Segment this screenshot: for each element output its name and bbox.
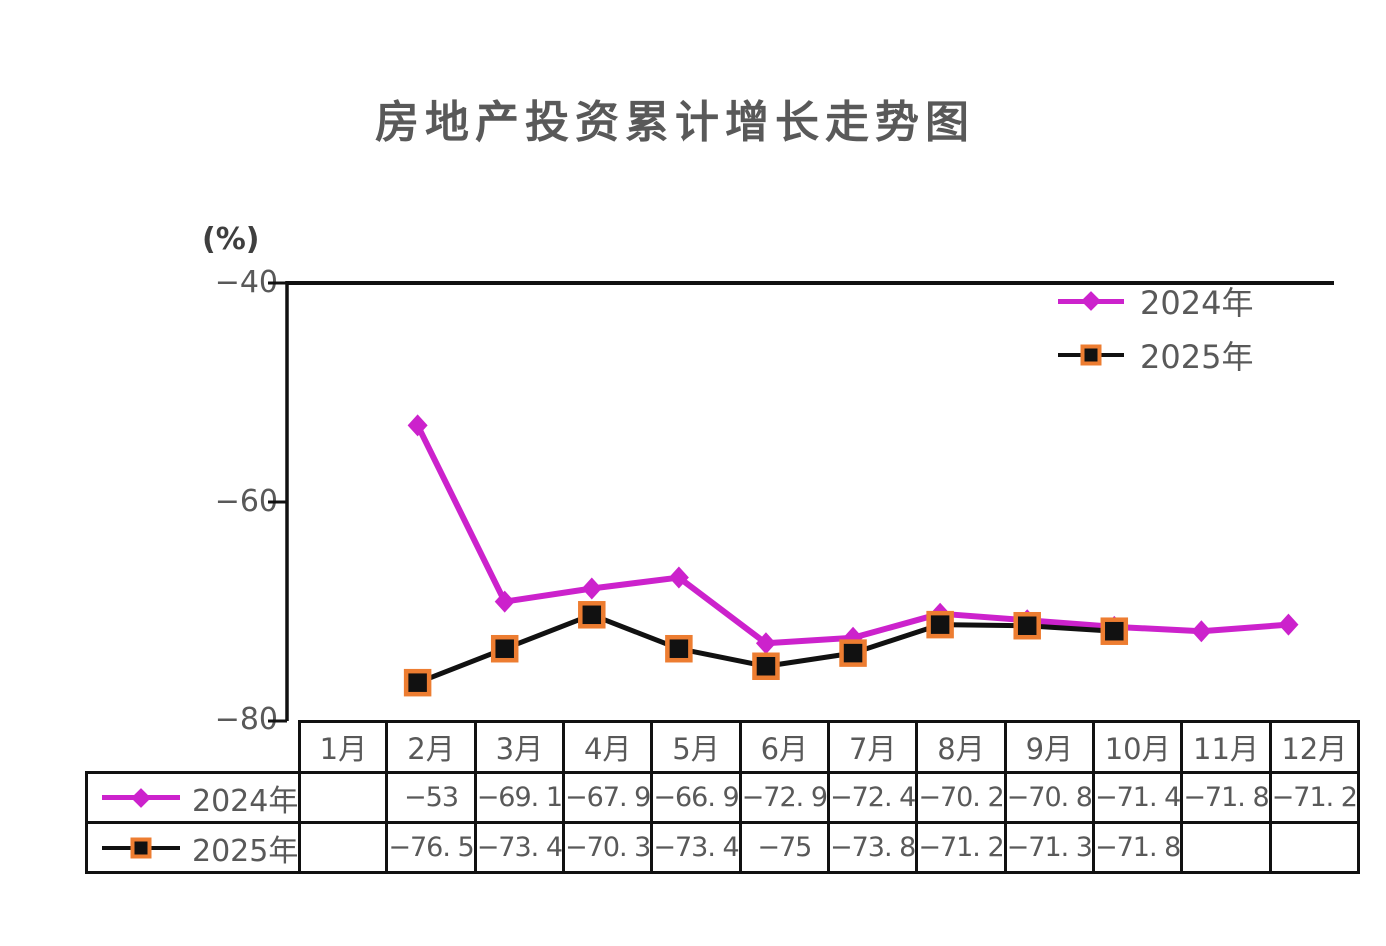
value-cell-2025年-1月 <box>298 821 389 874</box>
value-cell-2024年-2月: −53 <box>385 771 477 824</box>
value-cell-2024年-4月: −67. 9 <box>562 771 654 824</box>
series-label-cell-2024年: 2024年 <box>84 771 302 824</box>
value-cell-2025年-12月 <box>1268 821 1360 874</box>
value-cell-2024年-3月: −69. 1 <box>473 771 566 824</box>
month-header-cell-6: 6月 <box>738 720 831 774</box>
data-point-2025年 <box>752 652 780 680</box>
data-point-2025年 <box>1100 617 1129 645</box>
value-cell-2024年-6月: −72. 9 <box>738 771 831 824</box>
legend-label-2024: 2024年 <box>1140 284 1254 322</box>
month-header-cell-1: 1月 <box>298 720 389 774</box>
series-label-cell-2025年: 2025年 <box>84 821 302 874</box>
month-header-cell-11: 11月 <box>1180 720 1272 774</box>
series-label: 2024年 <box>192 783 299 819</box>
table-header-row: 1月 2月 3月 4月 5月 6月 7月 8月 9月 10月 11月 12月 <box>87 720 1360 774</box>
black-line-sample <box>102 837 180 858</box>
value-cell-2025年-10月: −71. 8 <box>1091 821 1184 874</box>
value-cell-2024年-7月: −72. 4 <box>826 771 919 824</box>
legend-item-2025: 2025年 <box>1058 336 1253 376</box>
data-point-2025年 <box>490 634 519 663</box>
month-header-cell-8: 8月 <box>915 720 1007 774</box>
value-cell-2025年-3月: −73. 4 <box>473 821 566 874</box>
data-point-2024年 <box>755 632 776 655</box>
value-cell-2024年-11月: −71. 8 <box>1180 771 1272 824</box>
value-cell-2024年-8月: −70. 2 <box>915 771 1007 824</box>
square-marker-icon <box>130 837 152 858</box>
value-cell-2025年-11月 <box>1180 821 1272 874</box>
value-cell-2025年-4月: −70. 3 <box>562 821 654 874</box>
y-tick-label--60: −60 <box>214 484 278 519</box>
legend-item-2024: 2024年 <box>1058 282 1253 322</box>
month-header-cell-12: 12月 <box>1268 720 1360 774</box>
table-corner-ghost <box>87 722 300 773</box>
table-row-1: 2025年 −76. 5 −73. 4 −70. 3 −73. 4 −75 −73. 8 −7… <box>84 821 1360 874</box>
data-point-2025年 <box>926 610 954 639</box>
month-header-cell-9: 9月 <box>1003 720 1095 774</box>
data-point-2025年 <box>839 639 867 667</box>
month-header-cell-2: 2月 <box>385 720 477 774</box>
data-point-2025年 <box>403 668 432 697</box>
data-point-2024年 <box>494 590 515 613</box>
y-tick-label--40: −40 <box>214 265 278 300</box>
value-cell-2025年-6月: −75 <box>738 821 831 874</box>
value-cell-2025年-9月: −71. 3 <box>1003 821 1095 874</box>
diamond-marker-icon <box>131 787 151 808</box>
month-header-cell-7: 7月 <box>826 720 919 774</box>
data-point-2024年 <box>1191 620 1212 643</box>
value-cell-2025年-7月: −73. 8 <box>826 821 919 874</box>
legend-label-2025: 2025年 <box>1140 338 1254 376</box>
legend: 2024年 2025年 <box>1058 282 1253 376</box>
magenta-line-sample <box>102 787 180 808</box>
chart-title: 房地产投资累计增长走势图 <box>375 97 975 148</box>
value-cell-2025年-5月: −73. 4 <box>650 821 742 874</box>
value-cell-2024年-5月: −66. 9 <box>650 771 742 824</box>
diamond-marker-icon <box>1081 291 1101 311</box>
value-cell-2024年-1月 <box>298 771 389 824</box>
value-cell-2024年-9月: −70. 8 <box>1003 771 1095 824</box>
data-point-2024年 <box>581 577 602 600</box>
data-point-2024年 <box>407 414 428 437</box>
data-point-2024年 <box>1278 613 1299 636</box>
square-marker-icon <box>1080 344 1102 366</box>
month-header-cell-5: 5月 <box>650 720 742 774</box>
legend-2025-line-sample <box>1058 344 1124 366</box>
table-row-0: 2024年 −53 −69. 1 −67. 9 −66. 9 −72. 9 −72. 4 −7… <box>84 771 1360 824</box>
series-label: 2025年 <box>192 833 299 869</box>
data-table: 1月 2月 3月 4月 5月 6月 7月 8月 9月 10月 11月 12月 2024年 −53 −69.… <box>84 720 1360 874</box>
data-point-2025年 <box>665 634 693 663</box>
data-point-2025年 <box>578 601 606 629</box>
series-line-2024年 <box>414 422 1292 647</box>
data-point-2024年 <box>668 566 689 589</box>
value-cell-2024年-10月: −71. 4 <box>1091 771 1184 824</box>
value-cell-2025年-2月: −76. 5 <box>385 821 477 874</box>
data-point-2025年 <box>1013 611 1041 640</box>
y-axis-unit-label: (%) <box>202 222 260 257</box>
month-header-cell-3: 3月 <box>473 720 566 774</box>
legend-2024-line-sample <box>1058 291 1124 311</box>
month-header-cell-4: 4月 <box>562 720 654 774</box>
value-cell-2024年-12月: −71. 2 <box>1268 771 1360 824</box>
value-cell-2025年-8月: −71. 2 <box>915 821 1007 874</box>
y-tick-label--80: −80 <box>214 702 278 737</box>
month-header-cell-10: 10月 <box>1091 720 1184 774</box>
